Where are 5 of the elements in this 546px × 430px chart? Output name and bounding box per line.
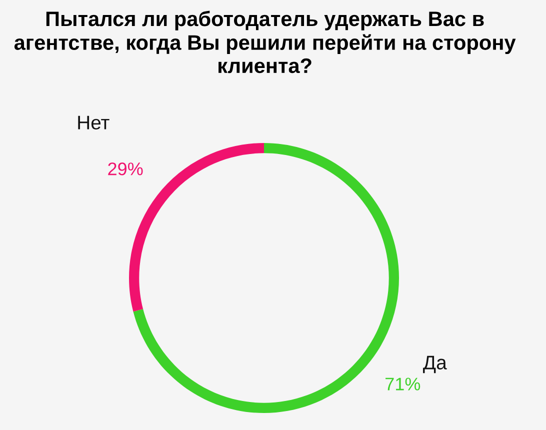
data-label: 71% — [386, 378, 420, 390]
slice-label: Нет — [78, 116, 110, 130]
slice-label: Да — [423, 356, 447, 374]
data-label: 29% — [108, 162, 143, 176]
chart-title: Пытался ли работодатель удержать Вас в агентстве, когда Вы решили перейти на сторону клиента? — [14, 10, 516, 74]
